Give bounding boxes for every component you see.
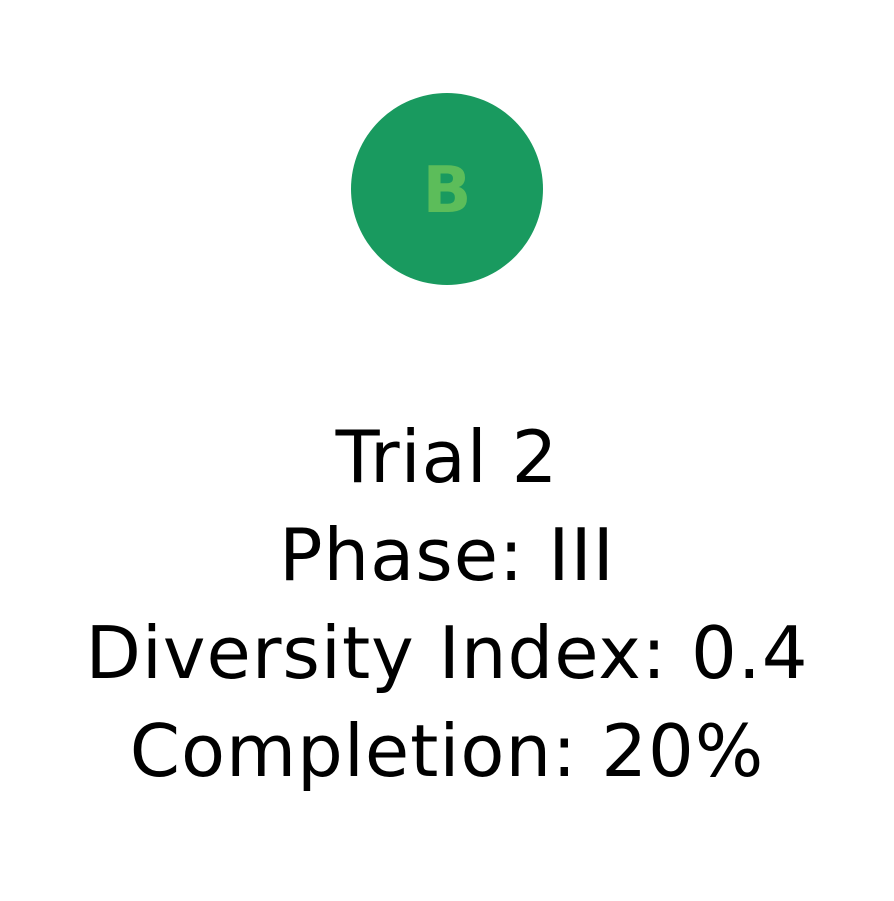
trial-info: Trial 2 Phase: III Diversity Index: 0.4 … — [0, 408, 894, 800]
trial-diversity-index: Diversity Index: 0.4 — [85, 611, 809, 695]
trial-badge-circle: B — [351, 93, 543, 285]
trial-completion: Completion: 20% — [129, 709, 765, 793]
trial-phase: Phase: III — [279, 513, 615, 597]
trial-badge-letter: B — [422, 154, 472, 228]
trial-title: Trial 2 — [335, 415, 559, 499]
